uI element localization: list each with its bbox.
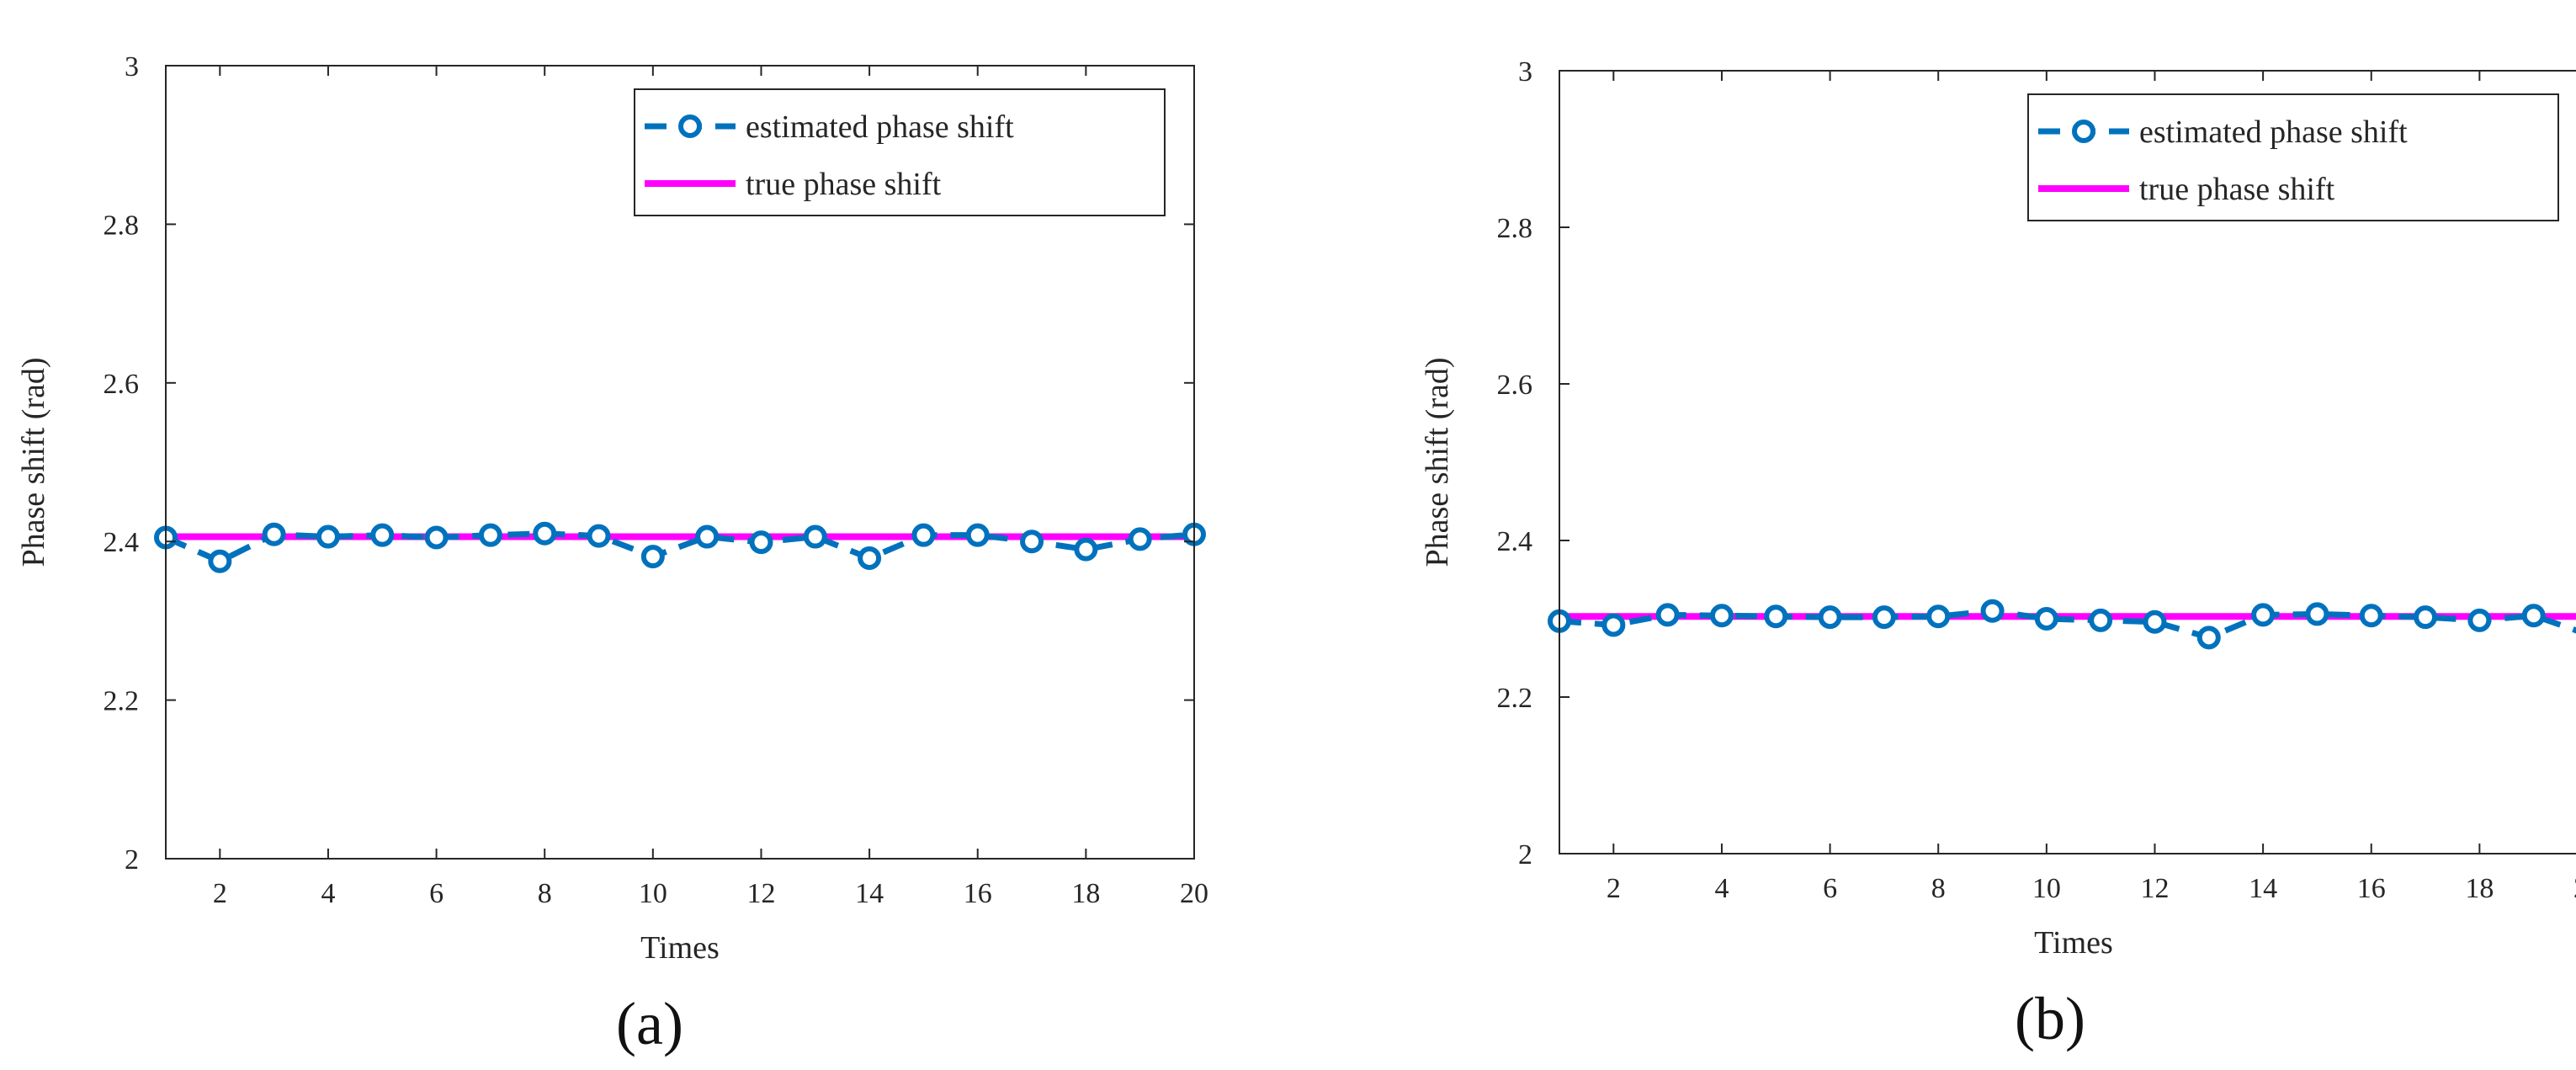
x-tick-label-b: 6 xyxy=(1823,873,1837,904)
x-tick-label-a: 6 xyxy=(429,878,443,909)
data-point-a xyxy=(803,524,827,549)
y-tick-label-b: 2.4 xyxy=(1497,526,1533,557)
legend-box-a xyxy=(634,88,1166,216)
legend-box-b xyxy=(2027,93,2559,221)
y-tick-label-b: 3 xyxy=(1518,56,1532,88)
data-point-b xyxy=(2196,625,2221,650)
data-point-a xyxy=(1128,527,1152,551)
data-point-a xyxy=(478,523,502,547)
x-tick-label-b: 8 xyxy=(1931,873,1946,904)
x-tick-label-b: 4 xyxy=(1714,873,1729,904)
legend-label-estimated-a: estimated phase shift xyxy=(746,109,1014,145)
y-axis-label-a: Phase shift (rad) xyxy=(16,357,51,567)
x-tick-label-b: 14 xyxy=(2249,873,2277,904)
legend-label-true-a: true phase shift xyxy=(746,167,942,202)
data-point-b xyxy=(2521,604,2546,628)
data-point-b xyxy=(2305,602,2329,626)
plot-marks-a xyxy=(154,521,1206,573)
data-point-a xyxy=(965,523,990,547)
data-point-b xyxy=(2359,604,2383,628)
legend-estimated-marker-a xyxy=(678,114,702,138)
y-tick-label-a: 2.8 xyxy=(104,210,140,241)
data-point-b xyxy=(1980,599,2005,623)
x-tick-label-b: 18 xyxy=(2465,873,2494,904)
y-tick-label-a: 2.4 xyxy=(104,527,140,558)
data-point-a xyxy=(640,545,665,569)
data-point-a xyxy=(370,523,395,547)
y-tick-label-b: 2.8 xyxy=(1497,213,1533,244)
x-tick-label-a: 8 xyxy=(538,878,552,909)
x-tick-label-a: 14 xyxy=(855,878,884,909)
x-tick-label-b: 20 xyxy=(2573,873,2576,904)
data-point-b xyxy=(2467,608,2492,632)
legend-estimated-marker-b xyxy=(2072,120,2095,143)
data-point-a xyxy=(858,546,882,570)
y-tick-label-b: 2.6 xyxy=(1497,370,1533,401)
x-tick-label-b: 10 xyxy=(2032,873,2061,904)
chart-panel-a: 2 4 6 8 10 12 14 16 18 20 2 2.2 2.4 2.6 2.8 3 Times Ph… xyxy=(16,51,1208,1057)
x-tick-label-b: 16 xyxy=(2357,873,2386,904)
plot-frame-b xyxy=(1559,70,2576,854)
x-tick-label-b: 2 xyxy=(1607,873,1621,904)
data-point-b xyxy=(2414,605,2438,630)
data-point-b xyxy=(1764,604,1788,629)
data-point-b xyxy=(2143,610,2167,634)
legend-a: estimated phase shift true phase shift xyxy=(634,88,1166,216)
data-point-a xyxy=(587,524,611,548)
data-point-a xyxy=(533,521,557,546)
data-point-a xyxy=(749,530,773,555)
data-point-b xyxy=(1872,605,1896,630)
x-tick-label-a: 16 xyxy=(964,878,992,909)
x-tick-label-a: 20 xyxy=(1180,878,1208,909)
data-point-b xyxy=(1601,613,1626,637)
data-point-b xyxy=(1818,605,1842,630)
x-tick-label-a: 4 xyxy=(321,878,335,909)
plot-marks-b xyxy=(1548,599,2576,650)
tick-marks-a xyxy=(166,65,1195,860)
x-tick-labels-a: 2 4 6 8 10 12 14 16 18 20 xyxy=(213,878,1208,909)
data-point-b xyxy=(2089,608,2113,632)
y-tick-label-b: 2 xyxy=(1518,839,1532,870)
data-point-a xyxy=(695,524,720,549)
y-tick-label-b: 2.2 xyxy=(1497,683,1533,714)
x-tick-label-a: 2 xyxy=(213,878,227,909)
legend-label-estimated-b: estimated phase shift xyxy=(2139,114,2408,150)
x-tick-labels-b: 2 4 6 8 10 12 14 16 18 20 xyxy=(1607,873,2576,904)
x-tick-label-a: 10 xyxy=(639,878,667,909)
legend-label-true-b: true phase shift xyxy=(2139,172,2335,207)
legend-b: estimated phase shift true phase shift xyxy=(2027,93,2559,221)
y-tick-label-a: 2.6 xyxy=(104,369,140,400)
y-tick-label-a: 2 xyxy=(125,844,139,876)
x-tick-label-b: 12 xyxy=(2140,873,2169,904)
plot-frame-a xyxy=(165,65,1195,860)
x-axis-label-a: Times xyxy=(640,930,720,966)
data-point-b xyxy=(1926,604,1951,629)
data-point-b xyxy=(1709,604,1734,628)
data-point-a xyxy=(424,525,449,550)
x-tick-label-a: 12 xyxy=(746,878,775,909)
data-point-a xyxy=(911,523,936,547)
data-point-a xyxy=(262,522,286,546)
data-point-b xyxy=(1655,603,1680,627)
chart-panel-b: 2 4 6 8 10 12 14 16 18 20 2 2.2 2.4 2.6 2.8 3 Times Ph… xyxy=(1420,56,2576,1052)
y-axis-label-b: Phase shift (rad) xyxy=(1420,357,1455,567)
data-point-a xyxy=(1020,530,1044,554)
data-point-a xyxy=(208,549,232,573)
panel-label-b: (b) xyxy=(2015,985,2085,1052)
data-point-b xyxy=(2034,607,2058,631)
y-tick-labels-b: 2 2.2 2.4 2.6 2.8 3 xyxy=(1497,56,1533,870)
panel-label-a: (a) xyxy=(616,990,683,1057)
data-point-a xyxy=(1074,537,1098,562)
x-axis-label-b: Times xyxy=(2034,925,2113,961)
data-point-b xyxy=(2251,603,2276,627)
x-tick-label-a: 18 xyxy=(1071,878,1100,909)
y-tick-label-a: 2.2 xyxy=(104,686,140,717)
y-tick-label-a: 3 xyxy=(125,51,139,83)
data-point-a xyxy=(316,524,340,549)
tick-marks-b xyxy=(1559,70,2481,854)
y-tick-labels-a: 2 2.2 2.4 2.6 2.8 3 xyxy=(104,51,140,876)
